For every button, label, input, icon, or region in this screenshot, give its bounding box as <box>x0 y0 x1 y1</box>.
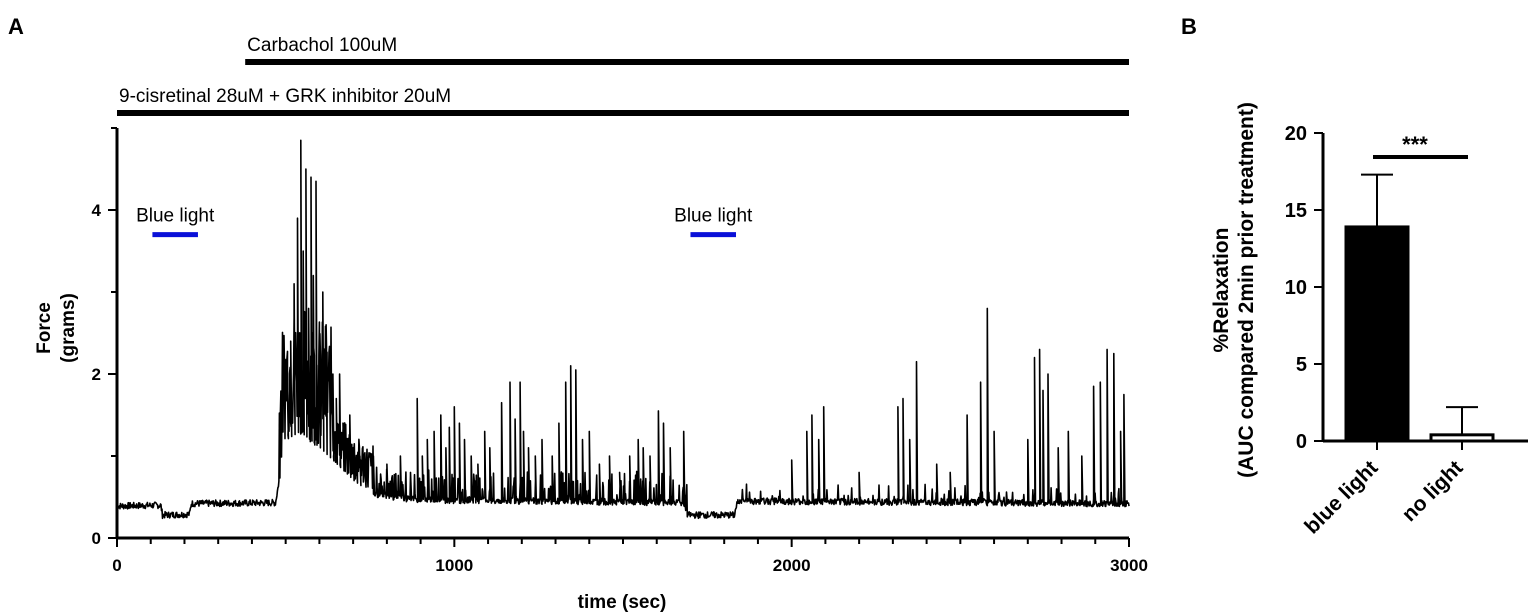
panel-b-axes: 0 5 10 15 20 <box>1285 123 1528 453</box>
bar <box>1344 225 1410 443</box>
force-trace <box>116 139 1130 520</box>
significance-label: *** <box>1402 132 1428 157</box>
panel-b-y-tick-label: 5 <box>1296 354 1307 376</box>
panel-b-letter: B <box>1181 14 1197 39</box>
y-tick-label: 0 <box>92 529 101 548</box>
y-tick-label: 4 <box>92 201 102 220</box>
x-tick-label: 2000 <box>773 556 811 575</box>
treatment-bars: Carbachol 100uM 9-cisretinal 28uM + GRK i… <box>117 35 1129 116</box>
panel-b-y-title-line-1: %Relaxation <box>1210 228 1233 353</box>
y-axis-title: Force (grams) <box>34 293 79 363</box>
panel-b-y-tick-label: 10 <box>1285 277 1307 299</box>
panel-a-letter: A <box>8 14 24 39</box>
panel-b-y-tick-label: 0 <box>1296 431 1307 453</box>
panel-a-axes: 0 1000 2000 3000 0 2 4 <box>92 127 1148 575</box>
treatment-label: 9-cisretinal 28uM + GRK inhibitor 20uM <box>119 86 451 107</box>
panel-b-y-title-line-2: (AUC compared 2min prior treatment) <box>1235 102 1258 478</box>
x-tick-label: 0 <box>112 556 121 575</box>
blue-light-label: Blue light <box>136 206 215 227</box>
y-tick-label: 2 <box>92 365 101 384</box>
panel-b-bar-chart: blue light no light 0 5 10 15 20 *** %Relaxat… <box>1210 102 1528 539</box>
y-axis-title-line-1: Force <box>34 302 55 354</box>
x-tick-label: 3000 <box>1110 556 1148 575</box>
bars: blue light no light <box>1300 173 1495 539</box>
category-label: no light <box>1398 456 1468 526</box>
blue-light-label: Blue light <box>674 206 753 227</box>
y-axis-title-line-2: (grams) <box>58 293 79 363</box>
x-tick-label: 1000 <box>435 556 473 575</box>
treatment-label: Carbachol 100uM <box>247 35 397 56</box>
panel-a-force-trace: Carbachol 100uM 9-cisretinal 28uM + GRK i… <box>34 35 1148 613</box>
panel-b-y-axis-title: %Relaxation (AUC compared 2min prior tre… <box>1210 102 1258 478</box>
category-label: blue light <box>1300 456 1382 538</box>
force-trace-line <box>116 139 1130 520</box>
x-axis-title: time (sec) <box>578 592 667 613</box>
panel-b-y-tick-label: 15 <box>1285 200 1307 222</box>
panel-b-y-tick-label: 20 <box>1285 123 1307 145</box>
blue-light-markers: Blue light Blue light <box>136 206 753 238</box>
